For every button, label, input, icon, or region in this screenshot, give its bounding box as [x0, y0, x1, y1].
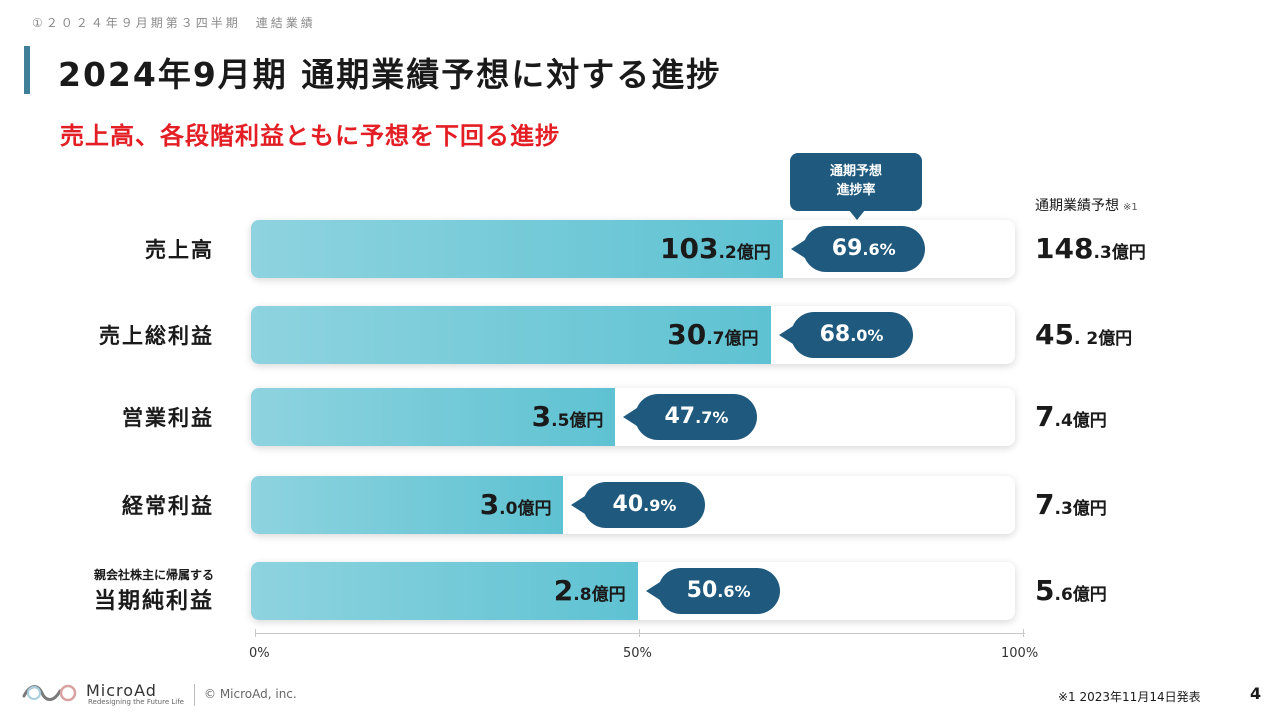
- value-int: 7: [1035, 488, 1055, 521]
- value-int: 40: [612, 492, 644, 517]
- value-dec: .0: [499, 499, 518, 519]
- value-dec: .4: [1054, 411, 1073, 431]
- x-tick: [255, 629, 256, 637]
- value-int: 103: [659, 232, 719, 265]
- breadcrumb: ①２０２４年９月期第３四半期 連結業績: [32, 16, 316, 30]
- bar-fill: [251, 220, 783, 278]
- forecast-value: 148.3億円: [1035, 220, 1146, 278]
- value-dec: .2: [718, 243, 737, 263]
- progress-pill-tail: [645, 582, 660, 600]
- logo-tagline: Redesigning the Future Life: [88, 698, 184, 706]
- page-title: 2024年9月期 通期業績予想に対する進捗: [58, 55, 722, 94]
- value-dec: .7: [706, 329, 725, 349]
- row-label: 親会社株主に帰属する当期純利益: [14, 566, 214, 615]
- progress-pill: 68.0%: [790, 312, 913, 358]
- forecast-value: 7.4億円: [1035, 388, 1107, 446]
- row-label: 売上高: [145, 238, 214, 262]
- microad-logo-icon: [22, 684, 77, 702]
- forecast-value: 5.6億円: [1035, 562, 1107, 620]
- row-label: 売上総利益: [99, 324, 214, 348]
- x-axis: [255, 633, 1025, 634]
- value-int: 2: [553, 574, 574, 607]
- forecast-value: 45. 2億円: [1035, 306, 1132, 364]
- progress-pill: 50.6%: [657, 568, 780, 614]
- value-int: 148: [1035, 232, 1094, 265]
- footer-divider: [194, 684, 195, 706]
- progress-callout: 通期予想 進捗率: [790, 153, 922, 211]
- progress-pill-tail: [623, 408, 638, 426]
- progress-pill-tail: [571, 496, 586, 514]
- row-label: 営業利益: [122, 406, 214, 430]
- footnote: ※1 2023年11月14日発表: [1058, 690, 1201, 704]
- value-int: 47: [664, 404, 696, 429]
- x-tick: [1023, 629, 1024, 637]
- microad-logo: [20, 682, 82, 708]
- title-accent-bar: [24, 46, 30, 94]
- x-tick-label: 0%: [249, 646, 270, 661]
- forecast-header-note: ※1: [1123, 202, 1138, 213]
- value-int: 50: [686, 578, 718, 603]
- progress-pill: 69.6%: [802, 226, 925, 272]
- page-number: 4: [1250, 684, 1262, 703]
- value-unit: 億円: [724, 329, 759, 349]
- forecast-header-label: 通期業績予想: [1035, 198, 1119, 214]
- actual-value: 30.7億円: [251, 306, 759, 364]
- copyright: © MicroAd, inc.: [204, 687, 297, 701]
- row-label: 経常利益: [122, 494, 214, 518]
- progress-pill: 40.9%: [583, 482, 706, 528]
- actual-value: 3.0億円: [251, 476, 552, 534]
- value-dec: .0%: [850, 326, 884, 345]
- bar-fill: [251, 562, 638, 620]
- value-unit: 億円: [591, 585, 626, 605]
- row-label-text: 当期純利益: [93, 589, 214, 614]
- value-unit: 億円: [517, 499, 552, 519]
- value-int: 69: [831, 236, 863, 261]
- forecast-header: 通期業績予想 ※1: [1035, 195, 1138, 215]
- value-unit: 億円: [1098, 329, 1133, 349]
- value-unit: 億円: [1072, 499, 1107, 519]
- value-unit: 億円: [1072, 585, 1107, 605]
- callout-line2: 進捗率: [836, 183, 876, 198]
- progress-pill-tail: [778, 326, 793, 344]
- progress-pill-tail: [790, 240, 805, 258]
- bar-fill: [251, 388, 616, 446]
- actual-value: 3.5億円: [251, 388, 604, 446]
- value-unit: 億円: [1111, 243, 1146, 263]
- value-unit: 億円: [1072, 411, 1107, 431]
- value-dec: .9%: [643, 496, 677, 515]
- value-unit: 億円: [736, 243, 771, 263]
- callout-line1: 通期予想: [829, 164, 882, 179]
- value-int: 45: [1035, 318, 1074, 351]
- value-dec: .6%: [862, 240, 896, 259]
- value-dec: . 2: [1073, 329, 1099, 349]
- progress-pill: 47.7%: [635, 394, 758, 440]
- value-dec: .3: [1093, 243, 1112, 263]
- forecast-value: 7.3億円: [1035, 476, 1107, 534]
- value-int: 68: [819, 322, 851, 347]
- callout-tail: [849, 210, 865, 220]
- value-dec: .6: [1054, 585, 1073, 605]
- actual-value: 103.2億円: [251, 220, 771, 278]
- value-int: 3: [479, 488, 500, 521]
- value-int: 30: [667, 318, 707, 351]
- value-int: 5: [1035, 574, 1055, 607]
- value-int: 7: [1035, 400, 1055, 433]
- x-tick-label: 50%: [623, 646, 652, 661]
- value-dec: .7%: [695, 408, 729, 427]
- page-subtitle: 売上高、各段階利益ともに予想を下回る進捗: [60, 122, 560, 150]
- bar-fill: [251, 306, 771, 364]
- value-dec: .5: [551, 411, 570, 431]
- value-dec: .6%: [717, 582, 751, 601]
- bar-fill: [251, 476, 564, 534]
- logo-text: MicroAd: [86, 681, 157, 700]
- actual-value: 2.8億円: [251, 562, 626, 620]
- value-dec: .8: [573, 585, 592, 605]
- x-tick-label: 100%: [1001, 646, 1039, 661]
- row-label-prefix: 親会社株主に帰属する: [93, 568, 214, 582]
- value-unit: 億円: [569, 411, 604, 431]
- value-dec: .3: [1054, 499, 1073, 519]
- value-int: 3: [531, 400, 552, 433]
- x-tick: [639, 629, 640, 637]
